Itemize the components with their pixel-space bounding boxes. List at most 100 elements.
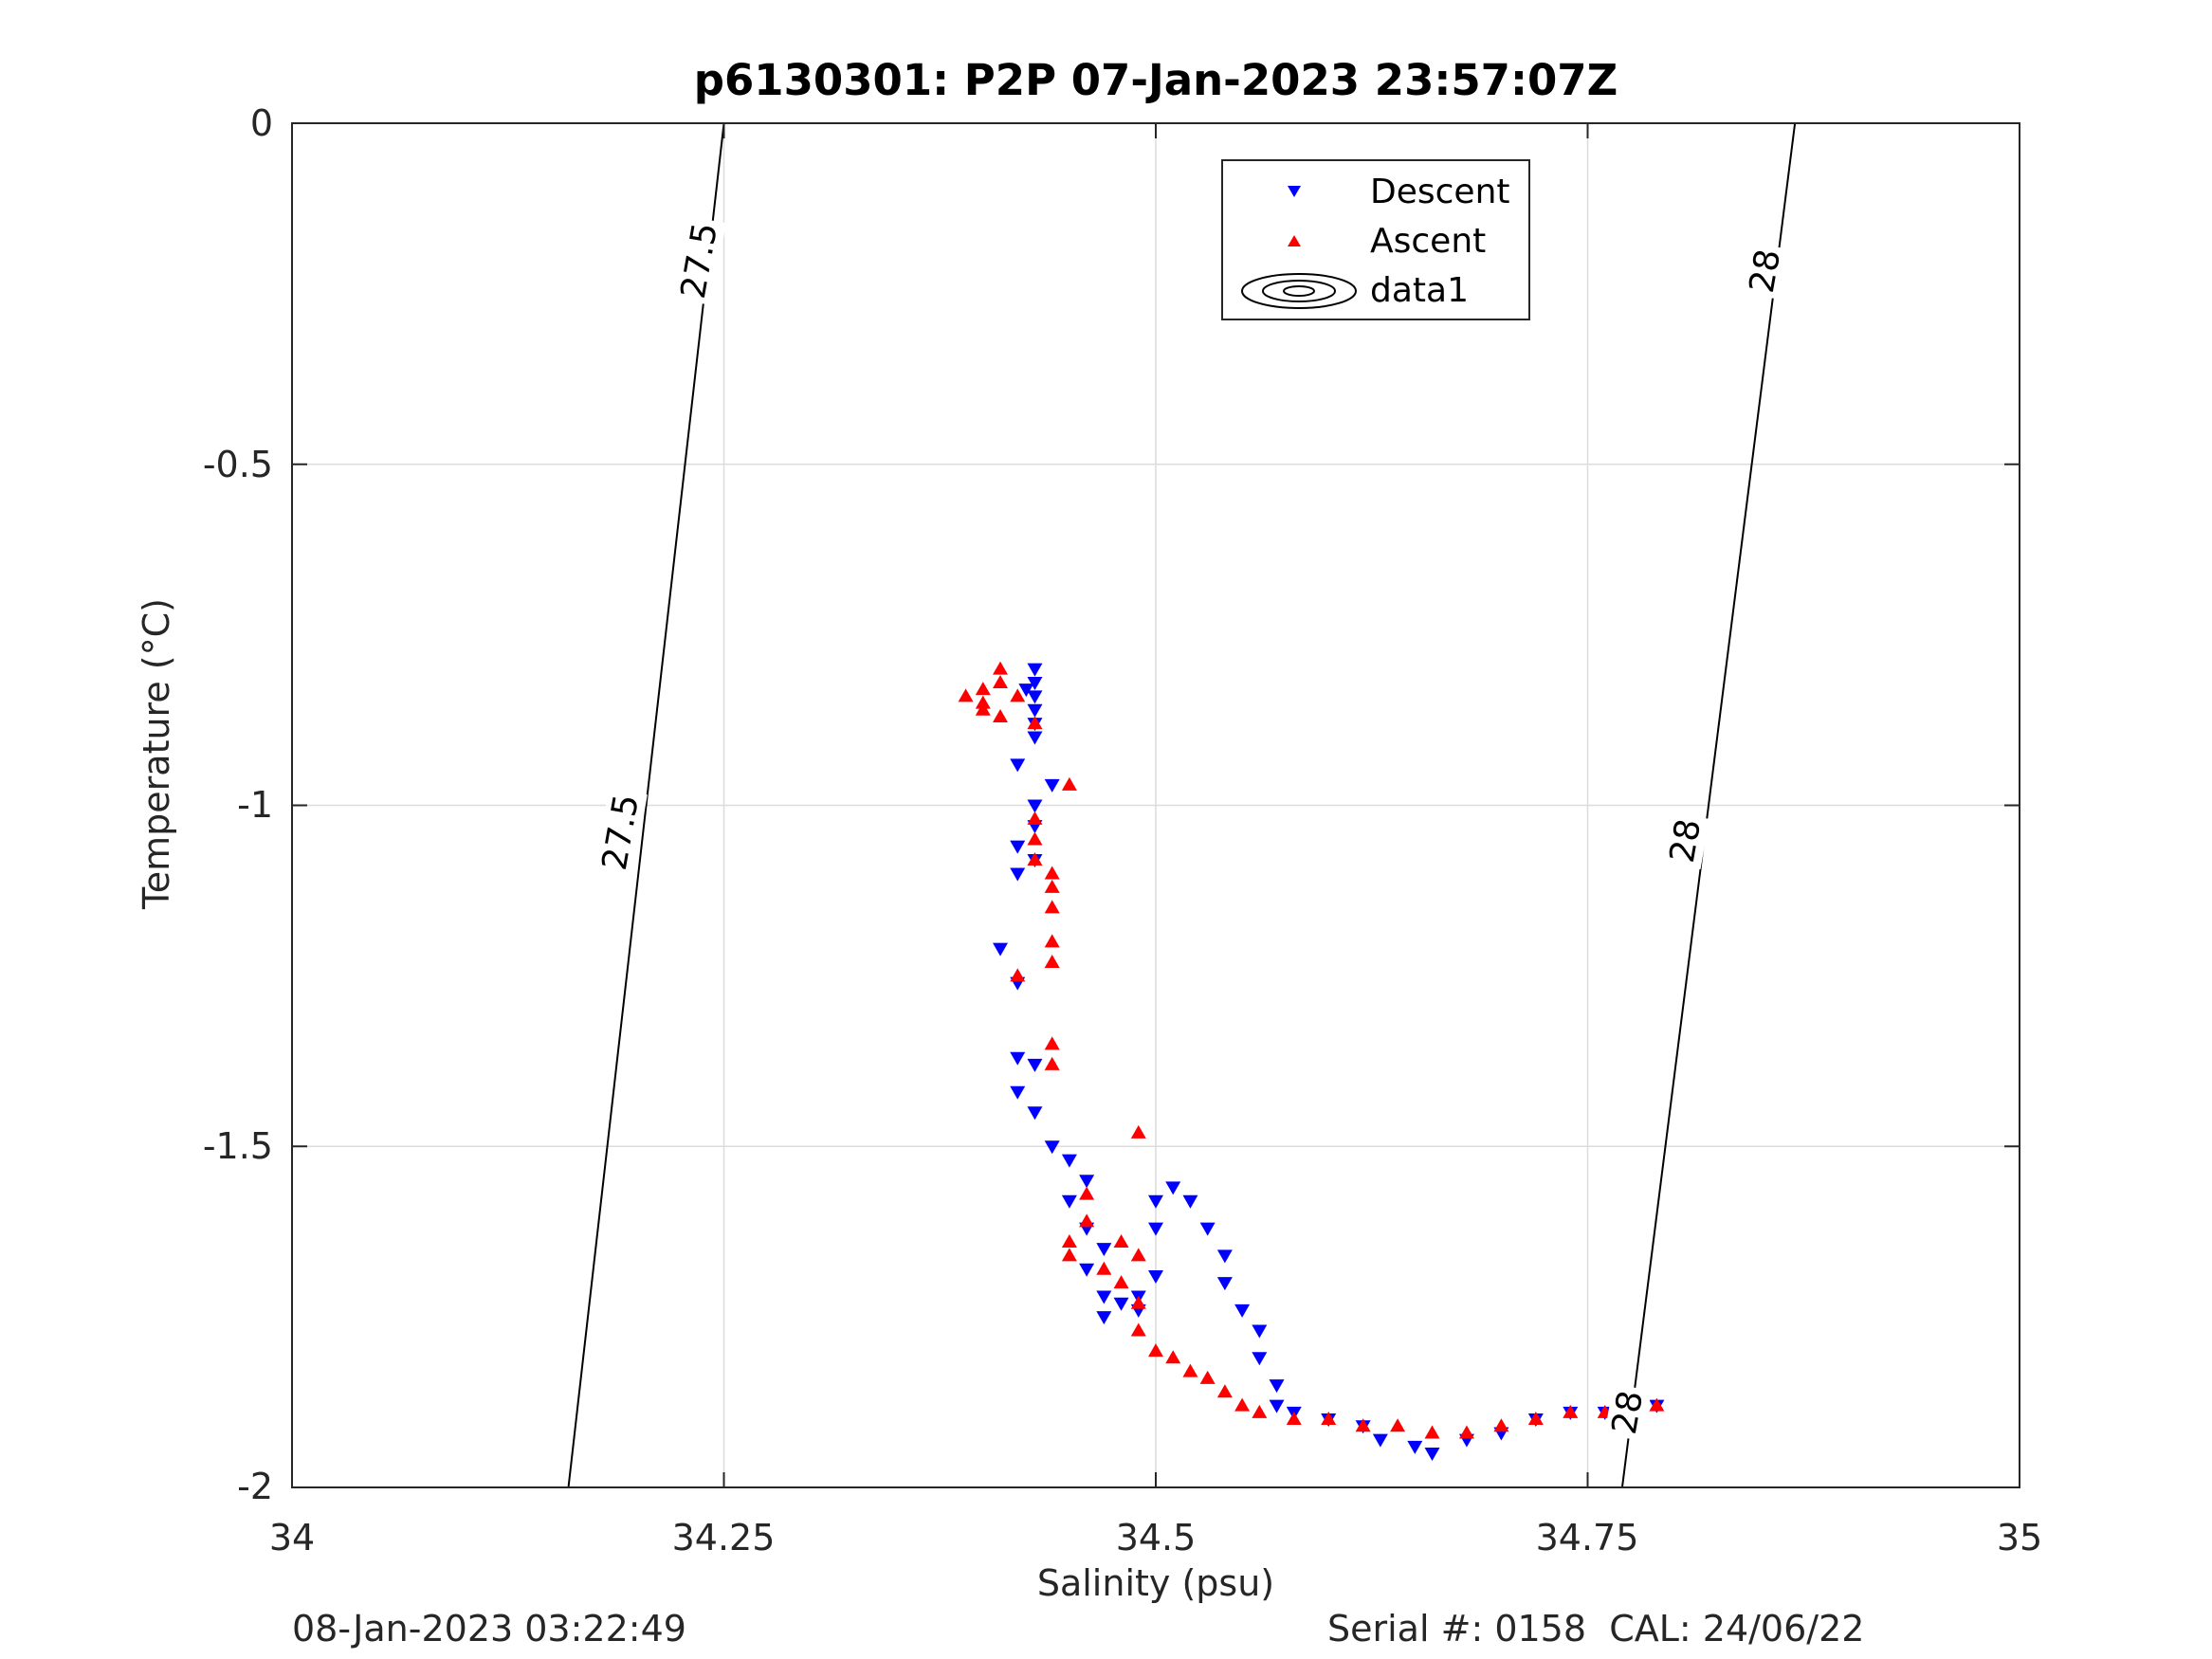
descent-point (1407, 1440, 1423, 1454)
ascent-point (993, 661, 1009, 675)
ascent-point (1216, 1384, 1233, 1398)
contour-ellipse-icon (1241, 273, 1357, 309)
descent-point (1010, 758, 1026, 773)
y-tick-label: -1 (237, 784, 273, 826)
legend: Descent Ascent data1 (1221, 159, 1530, 320)
descent-point (1010, 867, 1026, 882)
descent-point (1027, 690, 1043, 704)
ascent-point (1079, 1186, 1095, 1200)
ascent-point (1424, 1425, 1440, 1439)
descent-point (1234, 1304, 1251, 1318)
descent-point (1027, 731, 1043, 745)
descent-point (1044, 778, 1060, 793)
ascent-point (1355, 1418, 1371, 1432)
ascent-point (1148, 1343, 1163, 1358)
ascent-point (1493, 1418, 1509, 1432)
x-tick-label: 34.25 (671, 1517, 776, 1559)
ascent-point (1010, 968, 1026, 982)
ascent-point (1096, 1261, 1112, 1275)
legend-item-descent: Descent (1223, 169, 1528, 216)
ascent-point (1027, 716, 1043, 730)
descent-point (1061, 1154, 1077, 1168)
legend-label: data1 (1370, 271, 1469, 310)
ascent-point (1010, 688, 1026, 702)
chart-title: p6130301: P2P 07-Jan-2023 23:57:07Z (693, 55, 1618, 105)
y-tick-label: -1.5 (202, 1125, 273, 1167)
ascent-point (1130, 1124, 1146, 1139)
ascent-point (1286, 1412, 1302, 1426)
triangle-up-icon (1288, 235, 1301, 246)
x-axis-label: Salinity (psu) (1036, 1562, 1275, 1604)
descent-point (1027, 799, 1043, 813)
descent-point (1010, 840, 1026, 854)
legend-item-ascent: Ascent (1223, 218, 1528, 265)
legend-label: Descent (1370, 173, 1510, 211)
ascent-point (975, 695, 991, 709)
descent-point (1424, 1448, 1440, 1462)
ascent-point (1113, 1233, 1129, 1248)
descent-series (993, 663, 1665, 1462)
ascent-point (1130, 1295, 1146, 1309)
descent-point (1148, 1222, 1163, 1236)
descent-point (1027, 703, 1043, 718)
descent-point (1148, 1194, 1163, 1209)
ascent-point (1027, 831, 1043, 846)
ascent-point (1044, 900, 1060, 914)
y-tick-label: 0 (249, 102, 273, 144)
ascent-point (1527, 1412, 1544, 1426)
ascent-point (1252, 1404, 1268, 1418)
ascent-point (993, 674, 1009, 688)
ascent-point (1061, 1233, 1077, 1248)
ascent-point (1044, 866, 1060, 880)
descent-point (1216, 1249, 1233, 1264)
descent-point (1113, 1297, 1129, 1311)
footer-serial-cal: Serial #: 0158 CAL: 24/06/22 (1327, 1608, 1865, 1650)
ascent-point (1182, 1363, 1198, 1377)
y-tick-label: -2 (237, 1466, 273, 1507)
y-tick-label: -0.5 (202, 444, 273, 485)
descent-point (1096, 1311, 1112, 1325)
ascent-series (958, 661, 1665, 1439)
ascent-point (1234, 1397, 1251, 1412)
descent-point (1010, 1085, 1026, 1100)
ascent-point (1390, 1418, 1406, 1432)
descent-point (1269, 1379, 1285, 1394)
descent-point (1252, 1352, 1268, 1366)
ascent-point (993, 708, 1009, 722)
descent-point (1216, 1277, 1233, 1291)
ascent-point (1061, 776, 1077, 791)
triangle-down-icon (1288, 186, 1301, 197)
y-axis-label: Temperature (°C) (136, 598, 177, 909)
legend-label: Ascent (1370, 222, 1487, 261)
descent-point (1269, 1399, 1285, 1413)
ascent-point (1458, 1425, 1474, 1439)
descent-point (1372, 1433, 1388, 1448)
descent-point (1079, 1175, 1095, 1189)
descent-point (1182, 1194, 1198, 1209)
descent-point (1010, 1051, 1026, 1066)
ascent-point (1027, 811, 1043, 825)
ascent-point (1044, 1056, 1060, 1070)
descent-point (1148, 1269, 1163, 1284)
ascent-point (1027, 852, 1043, 866)
contour-lines (567, 122, 1797, 1488)
descent-point (1165, 1181, 1181, 1195)
x-tick-label: 34.75 (1535, 1517, 1639, 1559)
descent-point (1096, 1243, 1112, 1257)
descent-point (1027, 663, 1043, 677)
ascent-point (1130, 1322, 1146, 1337)
ascent-point (1044, 934, 1060, 948)
ascent-point (1130, 1248, 1146, 1262)
descent-point (1044, 1140, 1060, 1155)
ascent-point (1321, 1412, 1337, 1426)
descent-point (1079, 1263, 1095, 1277)
ascent-point (975, 682, 991, 696)
descent-point (1252, 1324, 1268, 1339)
ascent-point (1113, 1275, 1129, 1289)
descent-point (1096, 1290, 1112, 1304)
x-tick-label: 35 (1996, 1517, 2043, 1559)
ascent-point (1563, 1404, 1579, 1418)
x-tick-label: 34 (268, 1517, 316, 1559)
descent-point (1027, 1106, 1043, 1121)
